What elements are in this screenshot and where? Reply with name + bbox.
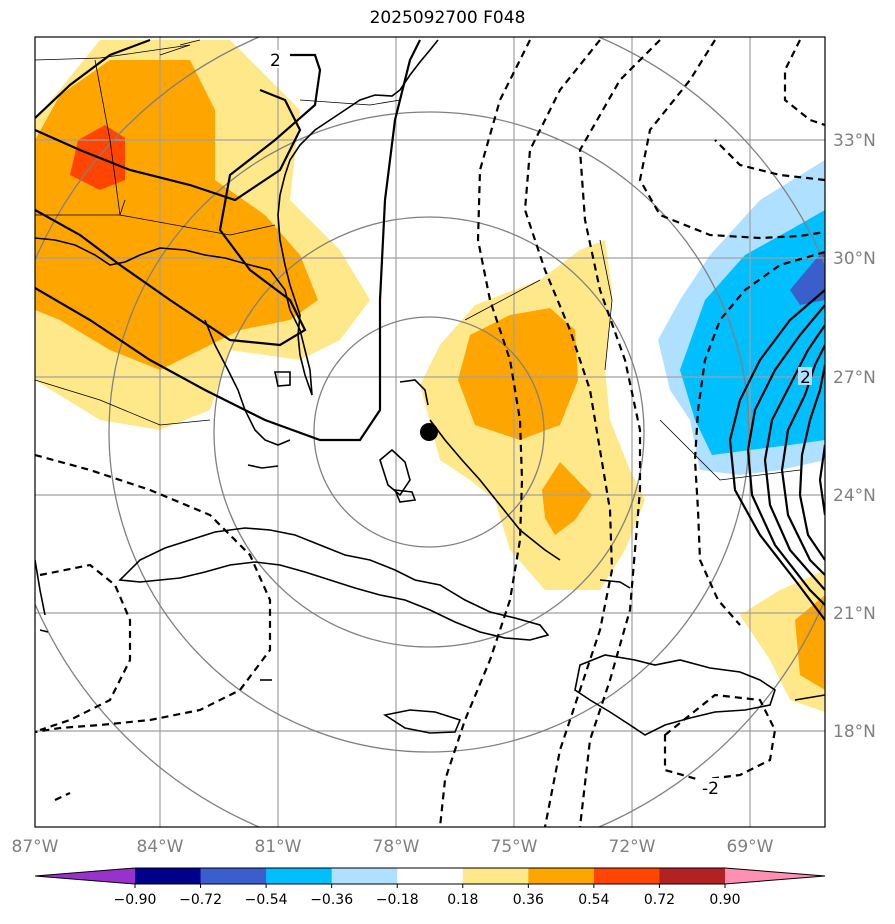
colorbar-segment xyxy=(266,868,333,884)
colorbar-tick-label: −0.90 xyxy=(114,892,157,908)
contour-label-bg-2 xyxy=(798,367,812,385)
shade-positive-southeast-mid xyxy=(795,595,825,690)
colorbar-segment xyxy=(331,868,398,884)
lon-label: 75°W xyxy=(491,837,538,857)
lon-label: 87°W xyxy=(12,837,59,857)
bahamas-grand xyxy=(399,379,429,406)
gridlines xyxy=(35,37,825,827)
lat-label: 21°N xyxy=(833,604,876,624)
hispaniola xyxy=(574,654,776,736)
solid-contours xyxy=(35,38,825,621)
colorbar-segment xyxy=(397,868,464,884)
colorbar-extend-high xyxy=(725,868,825,884)
map-panel: 2 2 -2 xyxy=(35,37,825,827)
colorbar-tick-label: 0.54 xyxy=(578,892,609,908)
colorbar-tick-label: −0.72 xyxy=(179,892,222,908)
shade-negative-east-mid xyxy=(680,210,825,455)
lon-label: 72°W xyxy=(609,837,656,857)
range-rings xyxy=(35,37,825,827)
gulf-island xyxy=(274,371,291,387)
colorbar-segment xyxy=(462,868,529,884)
colorbar-tick-label: 0.36 xyxy=(513,892,544,908)
florida-keys xyxy=(247,464,279,469)
lon-label: 78°W xyxy=(373,837,420,857)
bahamas-andros xyxy=(379,448,411,497)
lat-label: 18°N xyxy=(833,722,876,742)
contour-label-bg-1 xyxy=(268,50,282,68)
contour-label-1: 2 xyxy=(270,51,281,71)
colorbar-segment xyxy=(528,868,595,884)
colorbar-segment xyxy=(200,868,267,884)
shaded-field xyxy=(35,40,825,712)
puerto-rico xyxy=(794,694,825,701)
longitude-labels: 87°W 84°W 81°W 78°W 75°W 72°W 69°W xyxy=(12,837,774,857)
lon-label: 81°W xyxy=(255,837,302,857)
colorbar-extend-low xyxy=(35,868,135,884)
lat-label: 24°N xyxy=(833,486,876,506)
colorbar-tick-label: −0.54 xyxy=(245,892,288,908)
latitude-labels: 18°N 21°N 24°N 27°N 30°N 33°N xyxy=(833,131,876,742)
colorbar-tick-label: 0.72 xyxy=(644,892,675,908)
lat-label: 27°N xyxy=(833,368,876,388)
contour-label-bg-3 xyxy=(700,778,722,796)
small-island-1 xyxy=(39,629,49,633)
colorbar-tick-label: −0.36 xyxy=(310,892,353,908)
lat-label: 33°N xyxy=(833,131,876,151)
lon-label: 84°W xyxy=(137,837,184,857)
bahamas-chain xyxy=(429,419,561,561)
turks xyxy=(599,579,631,589)
us-gulf-coast xyxy=(35,237,313,396)
yucatan-coast xyxy=(35,559,46,616)
political-boundaries xyxy=(35,39,801,481)
shade-negative-east-core xyxy=(790,250,825,305)
colorbar-tick-label: −0.18 xyxy=(376,892,419,908)
bahamas-island-2 xyxy=(393,489,417,503)
dashed-contours xyxy=(35,39,825,827)
storm-center-marker xyxy=(420,423,438,441)
colorbar-tick-label: 0.90 xyxy=(709,892,740,908)
contour-label-3: -2 xyxy=(702,779,719,799)
shade-positive-central-mid xyxy=(458,308,578,440)
colorbar-segment xyxy=(135,868,202,884)
lon-label: 69°W xyxy=(727,837,774,857)
colorbar-segment xyxy=(593,868,660,884)
map-frame xyxy=(34,36,826,828)
florida-atlantic-coast xyxy=(277,39,439,396)
colorbar-tick-label: 0.18 xyxy=(447,892,478,908)
shade-positive-central-mid2 xyxy=(542,462,592,535)
map-title: 2025092700 F048 xyxy=(369,8,526,28)
colorbar-segment xyxy=(659,868,726,884)
contour-label-2: 2 xyxy=(800,368,811,388)
colorbar: −0.90 −0.72 −0.54 −0.36 −0.18 0.18 0.36 0.54 0.7… xyxy=(34,867,826,908)
lat-label: 30°N xyxy=(833,249,876,269)
jamaica xyxy=(382,709,462,734)
cuba xyxy=(118,527,550,641)
